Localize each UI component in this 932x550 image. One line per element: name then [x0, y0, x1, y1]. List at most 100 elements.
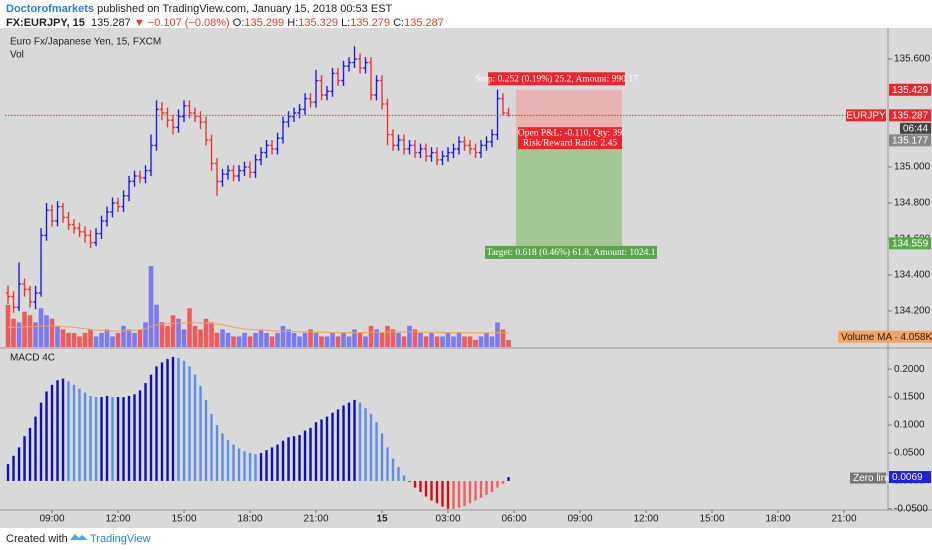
volume-bar [159, 322, 165, 347]
volume-bar [258, 329, 264, 347]
macd-bar [452, 480, 455, 509]
macd-bar [226, 440, 230, 481]
macd-bar [39, 402, 43, 481]
volume-bar [77, 336, 82, 347]
plot-layer: 135.600135.000134.800134.600134.400134.2… [5, 46, 932, 525]
volume-bar [181, 329, 187, 347]
volume-bar [27, 315, 33, 347]
macd-bar [265, 450, 268, 481]
open-label: O: [232, 17, 245, 29]
macd-bar [490, 480, 494, 493]
target-zone [516, 135, 622, 247]
countdown-label-box [900, 122, 931, 134]
macd-bar [210, 413, 213, 481]
macd-bar [61, 378, 65, 481]
entry-price-label-box [889, 134, 931, 147]
volume-bar [5, 304, 11, 347]
x-tick-label: 12:00 [633, 514, 658, 525]
symbol-label-box [846, 109, 886, 122]
header-line-1: Doctorofmarkets published on TradingView… [6, 2, 444, 16]
volume-bar [220, 329, 225, 347]
macd-bar [375, 422, 378, 481]
macd-bar [336, 409, 340, 481]
stop-price-label-box [889, 83, 931, 96]
macd-bar [204, 399, 208, 481]
macd-bar [430, 480, 433, 501]
macd-bar [100, 397, 103, 481]
macd-bar [243, 451, 246, 481]
volume-bar [66, 332, 71, 347]
volume-bar [385, 325, 390, 347]
macd-bar [424, 480, 428, 497]
macd-bar [34, 416, 37, 481]
macd-bar [501, 480, 505, 484]
volume-bar [500, 329, 506, 347]
volume-bar [396, 332, 401, 347]
macd-bar [281, 440, 285, 481]
macd-bar [446, 480, 450, 509]
macd-bar [369, 413, 373, 481]
volume-bar [462, 336, 467, 347]
macd-bar [441, 480, 444, 507]
macd-bar [485, 480, 488, 495]
macd-bar [347, 402, 351, 481]
macd-bar [479, 480, 483, 498]
volume-bar [33, 322, 38, 347]
volume-bar [22, 311, 27, 347]
macd-bar [276, 444, 279, 481]
macd-bar [127, 395, 131, 481]
macd-bar [325, 416, 329, 481]
macd-bar [320, 419, 323, 481]
x-tick-label: 09:00 [567, 514, 592, 525]
macd-bar [149, 374, 153, 481]
x-tick-label: 15:00 [172, 514, 197, 525]
volume-bar [60, 329, 66, 347]
macd-bar [474, 480, 477, 501]
macd-bar [309, 427, 312, 481]
footer-brand: TradingView [90, 533, 151, 545]
close: 135.287 [404, 17, 444, 29]
target-price-label-box [889, 237, 931, 250]
volume-bar [44, 315, 49, 347]
macd-y-tick-label: -0.0500 [894, 504, 928, 515]
macd-bar [122, 397, 125, 481]
macd-bar [259, 452, 263, 481]
macd-y-tick-label: 0.1000 [894, 420, 925, 431]
macd-bar [402, 475, 406, 481]
macd-bar [199, 385, 202, 481]
volume-bar [99, 332, 104, 347]
macd-bar [28, 427, 32, 481]
macd-bar [56, 380, 59, 481]
macd-bar [155, 366, 158, 481]
volume-bar [198, 329, 203, 347]
macd-bar [457, 480, 461, 508]
high: 135.329 [298, 17, 338, 29]
volume-bar [165, 325, 170, 347]
publisher: Doctorofmarkets [6, 3, 95, 15]
price: 135.287 [91, 17, 131, 29]
volume-bar [478, 336, 484, 347]
macd-bar [166, 359, 169, 481]
macd-bar [72, 384, 76, 481]
x-tick-label: 06:00 [501, 514, 526, 525]
macd-bar [23, 436, 26, 481]
volume-bar [297, 336, 302, 347]
volume-bar [357, 332, 363, 347]
macd-bar [215, 425, 219, 481]
volume-bar [390, 329, 396, 347]
volume-bar [71, 332, 77, 347]
macd-bar [386, 447, 389, 481]
macd-bar [78, 388, 81, 481]
header-line-2: FX:EURJPY, 15 135.287 ▼ −0.107 (−0.08%) … [6, 16, 444, 30]
macd-bar [171, 356, 175, 481]
macd-bar [160, 362, 164, 481]
volume-bar [253, 332, 258, 347]
volume-bar [242, 332, 247, 347]
volume-bar [269, 336, 275, 347]
macd-y-tick-label: 0.2000 [894, 364, 925, 375]
macd-bar [50, 384, 54, 481]
volume-bar [38, 308, 44, 347]
volume-bar [93, 336, 99, 347]
macd-bar [105, 395, 109, 481]
x-tick-label: 21:00 [831, 514, 856, 525]
